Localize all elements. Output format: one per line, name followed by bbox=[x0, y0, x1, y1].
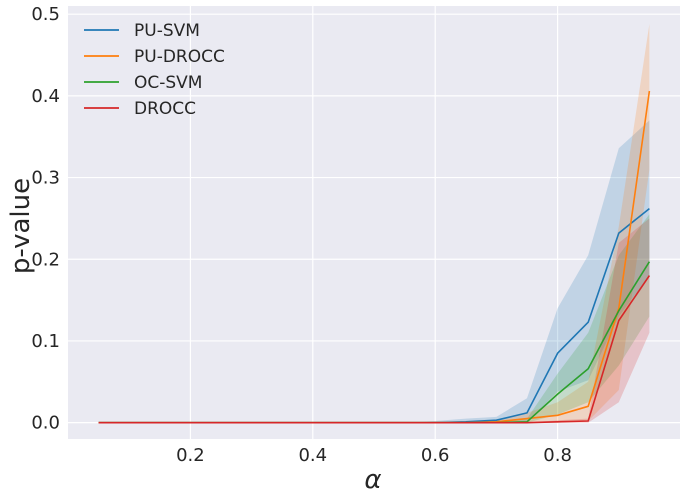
x-tick-labels: 0.2 0.4 0.6 0.8 bbox=[176, 445, 572, 466]
plot-background bbox=[68, 6, 680, 439]
pu-drocc-band bbox=[98, 24, 650, 423]
x-tick-label: 0.2 bbox=[176, 445, 205, 466]
drocc-line bbox=[98, 275, 651, 424]
y-tick-label: 0.3 bbox=[31, 168, 60, 189]
legend-label-pu-svm: PU-SVM bbox=[134, 21, 200, 41]
x-tick-label: 0.8 bbox=[543, 445, 572, 466]
y-tick-labels: 0.0 0.1 0.2 0.3 0.4 0.5 bbox=[31, 4, 60, 433]
grid-lines bbox=[68, 6, 680, 439]
y-tick-label: 0.1 bbox=[31, 331, 60, 352]
legend: PU-SVM PU-DROCC OC-SVM DROCC bbox=[84, 21, 225, 119]
x-axis-title: α bbox=[364, 465, 381, 495]
y-tick-label: 0.0 bbox=[31, 413, 60, 434]
y-tick-label: 0.2 bbox=[31, 249, 60, 270]
legend-label-pu-drocc: PU-DROCC bbox=[134, 47, 225, 67]
legend-label-oc-svm: OC-SVM bbox=[134, 73, 202, 93]
x-tick-label: 0.6 bbox=[421, 445, 450, 466]
series-lines bbox=[98, 90, 651, 424]
y-tick-label: 0.4 bbox=[31, 86, 60, 107]
legend-label-drocc: DROCC bbox=[134, 99, 196, 119]
y-axis-title: p-value bbox=[6, 178, 36, 274]
x-tick-label: 0.4 bbox=[298, 445, 327, 466]
y-tick-label: 0.5 bbox=[31, 4, 60, 25]
